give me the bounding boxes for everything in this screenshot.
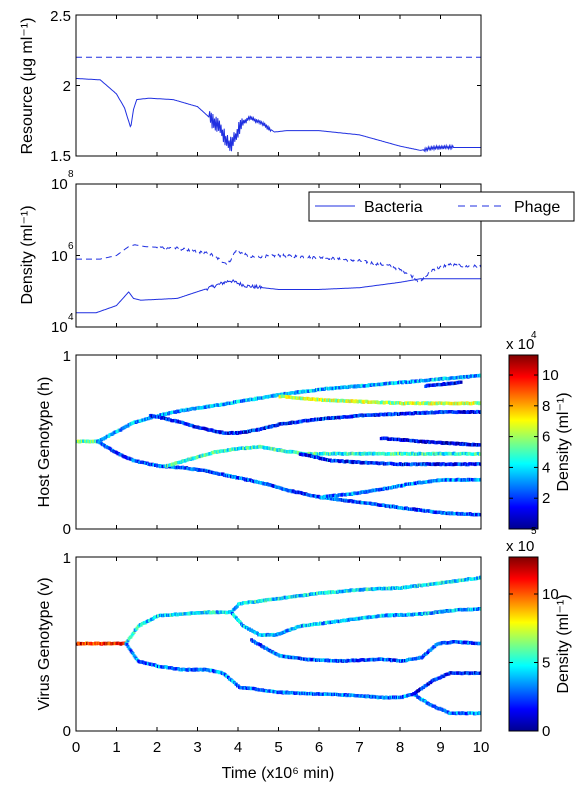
- xtick-label: 6: [315, 739, 323, 756]
- virus-ticks: [75, 556, 482, 732]
- host-colorbar-multiplier: x 10: [506, 336, 534, 353]
- virus-colorbar-label: Density (ml⁻¹): [555, 594, 572, 693]
- xtick-label: 1: [112, 739, 120, 756]
- host-colorbar-multiplier-exp: 4: [531, 330, 537, 341]
- resource-line: [76, 78, 481, 153]
- resource-ytick-1: 1.5: [50, 148, 71, 165]
- virus-ylabel: Virus Genotype (v): [36, 577, 53, 710]
- colorbar-tick-label: 0: [542, 723, 550, 740]
- colorbar-tick-label: 8: [542, 398, 550, 415]
- resource-ylabel: Resource (μg ml⁻¹): [19, 18, 36, 155]
- host-ticks: [75, 354, 482, 530]
- virus-colorbar-fill: [509, 557, 538, 731]
- heat-cell: [131, 652, 135, 656]
- xtick-label: 9: [436, 739, 444, 756]
- colorbar-tick-label: 10: [542, 367, 559, 384]
- virus-colorbar-box: [508, 556, 539, 732]
- host-panel: 0 1 Host Genotype (h) 2 4 6 8 10 x 10 4 5 De…: [36, 330, 572, 538]
- host-ytick-1: 0: [63, 521, 71, 538]
- density-ytick-base-3: 10: [51, 176, 68, 193]
- x-axis-label: Time (x10⁶ min): [222, 765, 335, 782]
- density-series: [76, 244, 481, 314]
- virus-ytick-1: 0: [63, 723, 71, 740]
- host-colorbar-fill: [509, 355, 538, 529]
- virus-heatmap: [76, 575, 481, 716]
- host-colorbar-label: Density (ml⁻¹): [555, 392, 572, 491]
- xtick-label: 7: [355, 739, 363, 756]
- virus-colorbar-ticks: 0 5 10: [509, 586, 559, 740]
- resource-axes-box: [75, 14, 482, 157]
- host-ytick-2: 1: [63, 348, 71, 365]
- host-heatmap: [76, 373, 481, 517]
- virus-colorbar: 0 5 10 x 10 Density (ml⁻¹): [506, 538, 572, 740]
- density-ticks: [75, 183, 482, 328]
- virus-xtick-labels: 0 1 2 3 4 5 6 7 8 9 10: [72, 739, 490, 756]
- heat-cell: [126, 639, 130, 643]
- density-legend: Bacteria Phage: [308, 191, 575, 222]
- colorbar-tick-label: 4: [542, 459, 550, 476]
- heat-cell: [126, 644, 130, 649]
- virus-ytick-2: 1: [63, 550, 71, 567]
- density-ytick-exp-1: 4: [68, 312, 74, 323]
- density-panel: 10 4 10 6 10 8 Density (ml⁻¹) Bacteria P…: [19, 169, 575, 336]
- xtick-label: 2: [153, 739, 161, 756]
- xtick-label: 4: [234, 739, 242, 756]
- heat-cell: [239, 620, 242, 624]
- host-colorbar-box: [508, 354, 539, 530]
- colorbar-tick-label: 10: [542, 586, 559, 603]
- host-colorbar: 2 4 6 8 10 x 10 4 5 Density (ml⁻¹): [506, 330, 572, 537]
- legend-phage-label: Phage: [514, 199, 560, 216]
- colorbar-tick-label: 2: [542, 490, 550, 507]
- resource-panel: 1.5 2 2.5 Resource (μg ml⁻¹): [19, 8, 482, 165]
- virus-axes-box: [75, 556, 482, 732]
- resource-ytick-3: 2.5: [50, 8, 71, 25]
- heat-cell: [135, 626, 139, 630]
- resource-series: [76, 56, 481, 153]
- bacteria-line: [76, 278, 481, 314]
- xtick-label: 0: [72, 739, 80, 756]
- resource-ticks: [75, 14, 482, 157]
- heat-cell: [125, 643, 129, 647]
- virus-colorbar-multiplier: x 10: [506, 538, 534, 555]
- heat-cell: [129, 635, 133, 639]
- xtick-label: 10: [473, 739, 490, 756]
- density-ytick-base-1: 10: [51, 319, 68, 336]
- host-colorbar-extra-label: 5: [531, 526, 537, 537]
- heat-cell: [132, 630, 136, 634]
- host-ylabel: Host Genotype (h): [36, 377, 53, 508]
- phage-line: [76, 244, 481, 283]
- density-ytick-exp-2: 6: [68, 241, 74, 252]
- host-colorbar-ticks: 2 4 6 8 10: [509, 367, 559, 507]
- density-ylabel: Density (ml⁻¹): [19, 205, 36, 304]
- colorbar-tick-label: 6: [542, 429, 550, 446]
- density-ytick-base-2: 10: [51, 248, 68, 265]
- colorbar-tick-label: 5: [542, 654, 550, 671]
- virus-panel: 0 1 Virus Genotype (v) 0 1 2 3 4 5 6 7 8 9 10 Time…: [36, 538, 572, 782]
- density-ytick-exp-3: 8: [68, 169, 74, 180]
- heat-cell: [459, 380, 463, 384]
- xtick-label: 3: [193, 739, 201, 756]
- heat-cell: [236, 604, 239, 608]
- xtick-label: 8: [396, 739, 404, 756]
- xtick-label: 5: [274, 739, 282, 756]
- legend-bacteria-label: Bacteria: [364, 199, 423, 216]
- resource-ytick-2: 2: [63, 78, 71, 95]
